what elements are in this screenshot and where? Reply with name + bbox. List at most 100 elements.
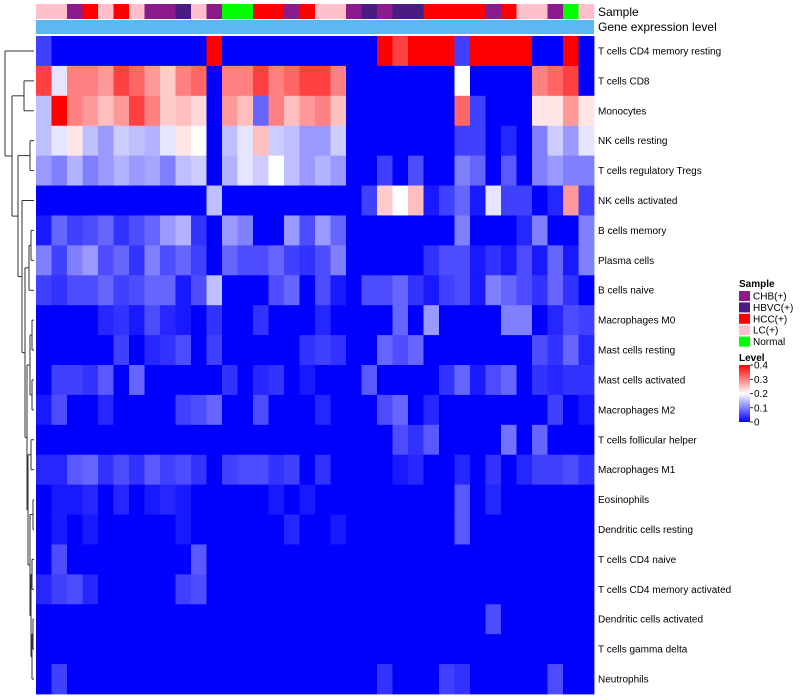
heatmap-cell bbox=[423, 335, 440, 366]
heatmap-cell bbox=[206, 65, 223, 97]
heatmap-cell bbox=[315, 394, 331, 426]
heatmap-cell bbox=[361, 484, 378, 515]
heatmap-cell bbox=[346, 574, 362, 605]
heatmap-cell bbox=[67, 604, 83, 635]
heatmap-cell bbox=[501, 454, 517, 486]
heatmap-cell bbox=[361, 275, 378, 306]
heatmap-cell bbox=[113, 604, 130, 635]
heatmap-cell bbox=[454, 215, 471, 246]
legend-level-ticks: 0.4 0.3 0.2 0.1 0 bbox=[750, 361, 768, 429]
heatmap-cell bbox=[470, 125, 486, 157]
heatmap-cell bbox=[532, 634, 548, 665]
heatmap-cell bbox=[330, 484, 347, 515]
heatmap-cell bbox=[237, 36, 254, 67]
heatmap-cell bbox=[532, 155, 548, 186]
heatmap-cell bbox=[485, 574, 502, 605]
heatmap-cell bbox=[485, 215, 502, 246]
heatmap-cell bbox=[129, 335, 145, 366]
heatmap-cell bbox=[454, 155, 471, 186]
heatmap-cell bbox=[408, 305, 424, 336]
heatmap-cell bbox=[253, 574, 269, 605]
sample-annotation-title: Sample bbox=[598, 5, 639, 19]
heatmap-cell bbox=[67, 365, 83, 396]
heatmap-cell bbox=[253, 544, 269, 575]
heatmap-cell bbox=[98, 604, 114, 635]
heatmap-cell bbox=[516, 65, 533, 97]
heatmap-cell bbox=[67, 484, 83, 515]
heatmap-cell bbox=[299, 275, 316, 306]
heatmap-cell bbox=[439, 275, 455, 306]
heatmap-cell bbox=[439, 634, 455, 665]
heatmap-cell bbox=[191, 335, 207, 366]
heatmap-cell bbox=[67, 394, 83, 426]
heatmap-cell bbox=[299, 125, 316, 157]
heatmap-cell bbox=[268, 185, 285, 216]
heatmap-cell bbox=[284, 36, 300, 67]
heatmap-cell bbox=[160, 544, 176, 575]
sample-annotation-cell bbox=[392, 4, 409, 19]
heatmap-cell bbox=[361, 245, 378, 276]
heatmap-cell bbox=[330, 365, 347, 396]
heatmap-cell bbox=[206, 275, 223, 306]
heatmap-cell bbox=[454, 245, 471, 276]
heatmap-cell bbox=[253, 424, 269, 456]
heatmap-cell bbox=[36, 305, 52, 336]
heatmap-cell bbox=[361, 424, 378, 456]
heatmap-cell bbox=[67, 125, 83, 157]
heatmap-cell bbox=[82, 544, 99, 575]
heatmap-cell bbox=[454, 365, 471, 396]
heatmap-cell bbox=[470, 634, 486, 665]
heatmap-cell bbox=[470, 484, 486, 515]
heatmap-cell bbox=[532, 95, 548, 127]
heatmap-cell bbox=[113, 454, 130, 486]
heatmap-cell bbox=[82, 604, 99, 635]
heatmap-cell bbox=[485, 365, 502, 396]
heatmap-cell bbox=[299, 484, 316, 515]
heatmap-cell bbox=[578, 335, 595, 366]
heatmap-cell bbox=[268, 95, 285, 127]
heatmap-cell bbox=[82, 484, 99, 515]
heatmap-cell bbox=[222, 155, 238, 186]
heatmap-cell bbox=[36, 574, 52, 605]
row-label: T cells follicular helper bbox=[598, 435, 697, 446]
legend-tick-label: 0.3 bbox=[754, 375, 768, 386]
heatmap-cell bbox=[160, 335, 176, 366]
heatmap-cell bbox=[160, 245, 176, 276]
heatmap-cell bbox=[330, 275, 347, 306]
heatmap-cell bbox=[206, 454, 223, 486]
heatmap-cell bbox=[175, 484, 192, 515]
heatmap-cell bbox=[113, 514, 130, 545]
heatmap-cell bbox=[237, 544, 254, 575]
heatmap-cell bbox=[315, 335, 331, 366]
heatmap-cell bbox=[423, 275, 440, 306]
heatmap-cell bbox=[113, 544, 130, 575]
heatmap-cell bbox=[563, 514, 579, 545]
heatmap-cell bbox=[191, 245, 207, 276]
heatmap-cell bbox=[377, 215, 393, 246]
heatmap-cell bbox=[299, 544, 316, 575]
heatmap-cell bbox=[222, 36, 238, 67]
sample-annotation-cell bbox=[113, 4, 130, 19]
sample-annotation-cell bbox=[299, 4, 316, 19]
heatmap-cell bbox=[330, 335, 347, 366]
heatmap-cell bbox=[392, 544, 409, 575]
heatmap-cell bbox=[361, 125, 378, 157]
heatmap-cell bbox=[67, 36, 83, 67]
heatmap-cell bbox=[532, 424, 548, 456]
row-label: Macrophages M0 bbox=[598, 316, 676, 327]
row-label: NK cells activated bbox=[598, 196, 677, 207]
heatmap-cell bbox=[144, 454, 161, 486]
heatmap-cell bbox=[253, 394, 269, 426]
heatmap-cell bbox=[532, 125, 548, 157]
heatmap-cell bbox=[98, 664, 114, 695]
sample-annotation-cell bbox=[144, 4, 161, 19]
heatmap-cell bbox=[578, 125, 595, 157]
heatmap-cell bbox=[454, 125, 471, 157]
row-label: T cells regulatory Tregs bbox=[598, 166, 702, 177]
heatmap-cell bbox=[144, 365, 161, 396]
heatmap-cell bbox=[175, 305, 192, 336]
heatmap-cell bbox=[330, 185, 347, 216]
heatmap-cell bbox=[377, 185, 393, 216]
heatmap-cell bbox=[470, 394, 486, 426]
